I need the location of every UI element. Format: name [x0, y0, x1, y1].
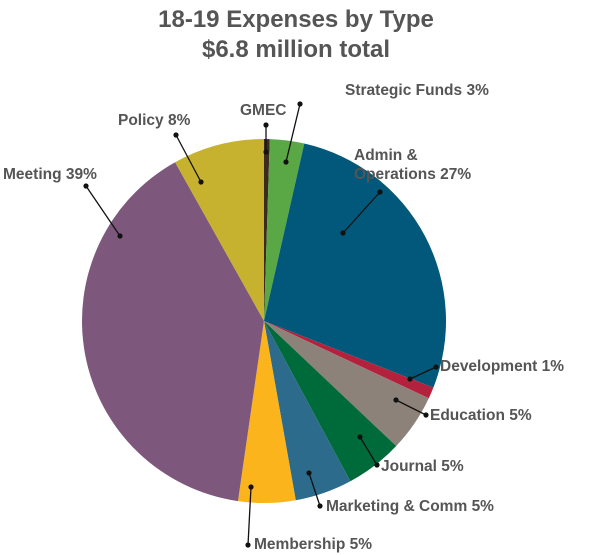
leader-dot	[433, 364, 439, 370]
slice-label: Journal 5%	[381, 457, 464, 476]
value-label: 39%	[65, 166, 97, 183]
value-label: 5%	[441, 458, 464, 475]
leader-dot	[306, 470, 312, 476]
leader-dot	[377, 189, 383, 195]
slice-label: Membership 5%	[254, 535, 372, 554]
leader-dot	[283, 159, 289, 165]
leader-dot	[173, 132, 179, 138]
leader-line	[395, 399, 427, 416]
leader-dot	[83, 183, 89, 189]
leader-dot	[263, 122, 269, 128]
category-label: Education	[430, 407, 505, 424]
leader-dot	[407, 376, 413, 382]
value-label: 27%	[440, 166, 472, 183]
leader-dot	[317, 503, 323, 509]
slice-label: Marketing & Comm 5%	[326, 497, 494, 516]
leader-dot	[393, 397, 399, 403]
pie-slice	[264, 321, 429, 447]
leader-dot	[117, 233, 123, 239]
slice-label: Admin & Operations 27%	[354, 146, 494, 184]
category-label: Development	[440, 358, 538, 375]
leader-line	[308, 472, 321, 507]
value-label: 5%	[509, 407, 532, 424]
pie-slice	[175, 139, 264, 321]
leader-dot	[297, 101, 303, 107]
value-label: 5%	[349, 536, 373, 553]
leader-line	[342, 191, 381, 234]
leader-dot	[248, 484, 254, 490]
slice-label: Development 1%	[440, 357, 564, 376]
category-label: Journal	[381, 458, 437, 475]
leader-line	[409, 366, 437, 380]
leader-line	[85, 185, 121, 237]
slice-label: Meeting 39%	[3, 165, 97, 184]
leader-dot	[357, 434, 363, 440]
leader-dot	[423, 412, 429, 418]
category-label: Policy	[118, 112, 164, 129]
slice-label: Strategic Funds 3%	[345, 81, 489, 100]
slice-label: Policy 8%	[118, 111, 190, 130]
leader-dot	[245, 542, 251, 548]
category-label: Admin & Operations	[354, 147, 436, 183]
pie-slice	[264, 321, 434, 399]
value-label: 5%	[471, 498, 494, 515]
leader-line	[175, 134, 202, 183]
category-label: Membership	[254, 536, 346, 553]
value-label: 1%	[541, 358, 565, 375]
leader-line	[247, 486, 252, 546]
chart-subtitle: $6.8 million total	[201, 36, 391, 63]
leader-dot	[263, 149, 269, 155]
pie-slice	[81, 162, 264, 502]
leader-dot	[340, 230, 346, 236]
value-label: 3%	[466, 82, 489, 99]
category-label: Meeting	[3, 166, 62, 183]
pie-slice	[237, 321, 296, 504]
category-label: GMEC	[240, 102, 287, 119]
pie-slice	[264, 139, 270, 321]
leader-line	[359, 436, 378, 466]
slice-label: GMEC	[240, 101, 287, 120]
value-label: 8%	[167, 112, 191, 129]
pie-slice	[264, 321, 351, 501]
pie-slice	[264, 143, 446, 388]
slice-label: Education 5%	[430, 406, 532, 425]
pie-slice	[264, 139, 305, 321]
leader-dot	[374, 462, 380, 468]
category-label: Strategic Funds	[345, 82, 463, 99]
leader-dot	[198, 179, 204, 185]
leader-line	[285, 103, 301, 163]
category-label: Marketing & Comm	[326, 498, 468, 515]
chart-title: 18-19 Expenses by Type	[158, 6, 434, 33]
